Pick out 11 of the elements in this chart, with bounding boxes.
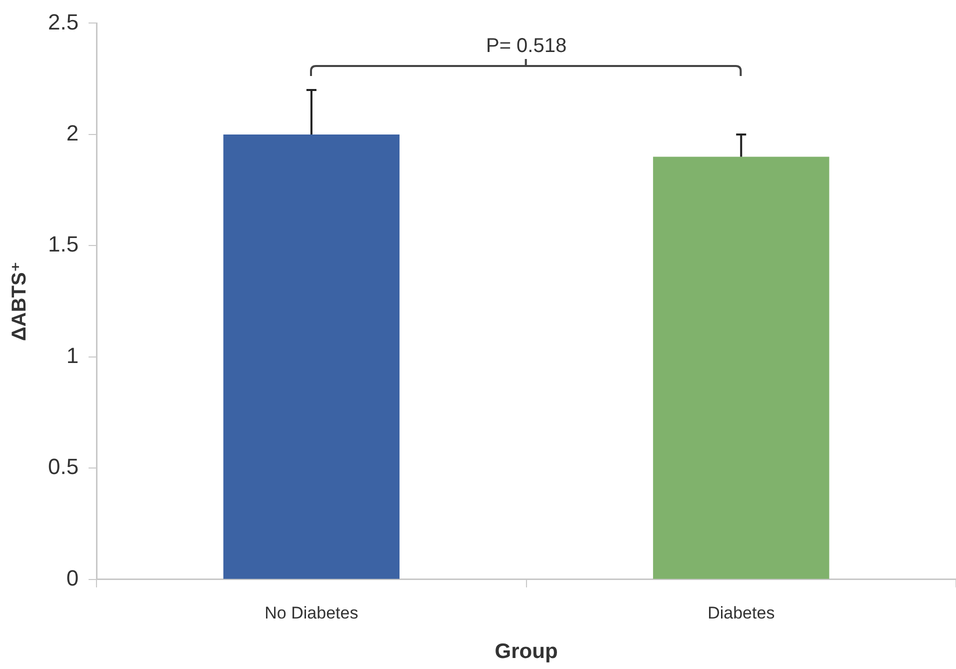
y-tick-label: 2.5 [48, 9, 79, 34]
y-tick-label: 0.5 [48, 454, 79, 480]
y-tick-label: 0 [66, 565, 79, 590]
y-axis-title: ΔABTS⁺ [8, 262, 31, 341]
x-tick-label: No Diabetes [264, 603, 358, 622]
y-tick-label: 1 [66, 342, 79, 368]
annotation: P= 0.518 [486, 34, 567, 57]
x-tick-label: Diabetes [708, 603, 775, 622]
y-tick-label: 1.5 [48, 232, 79, 257]
x-axis-title: Group [494, 640, 558, 664]
y-tick-label: 2 [66, 120, 79, 146]
